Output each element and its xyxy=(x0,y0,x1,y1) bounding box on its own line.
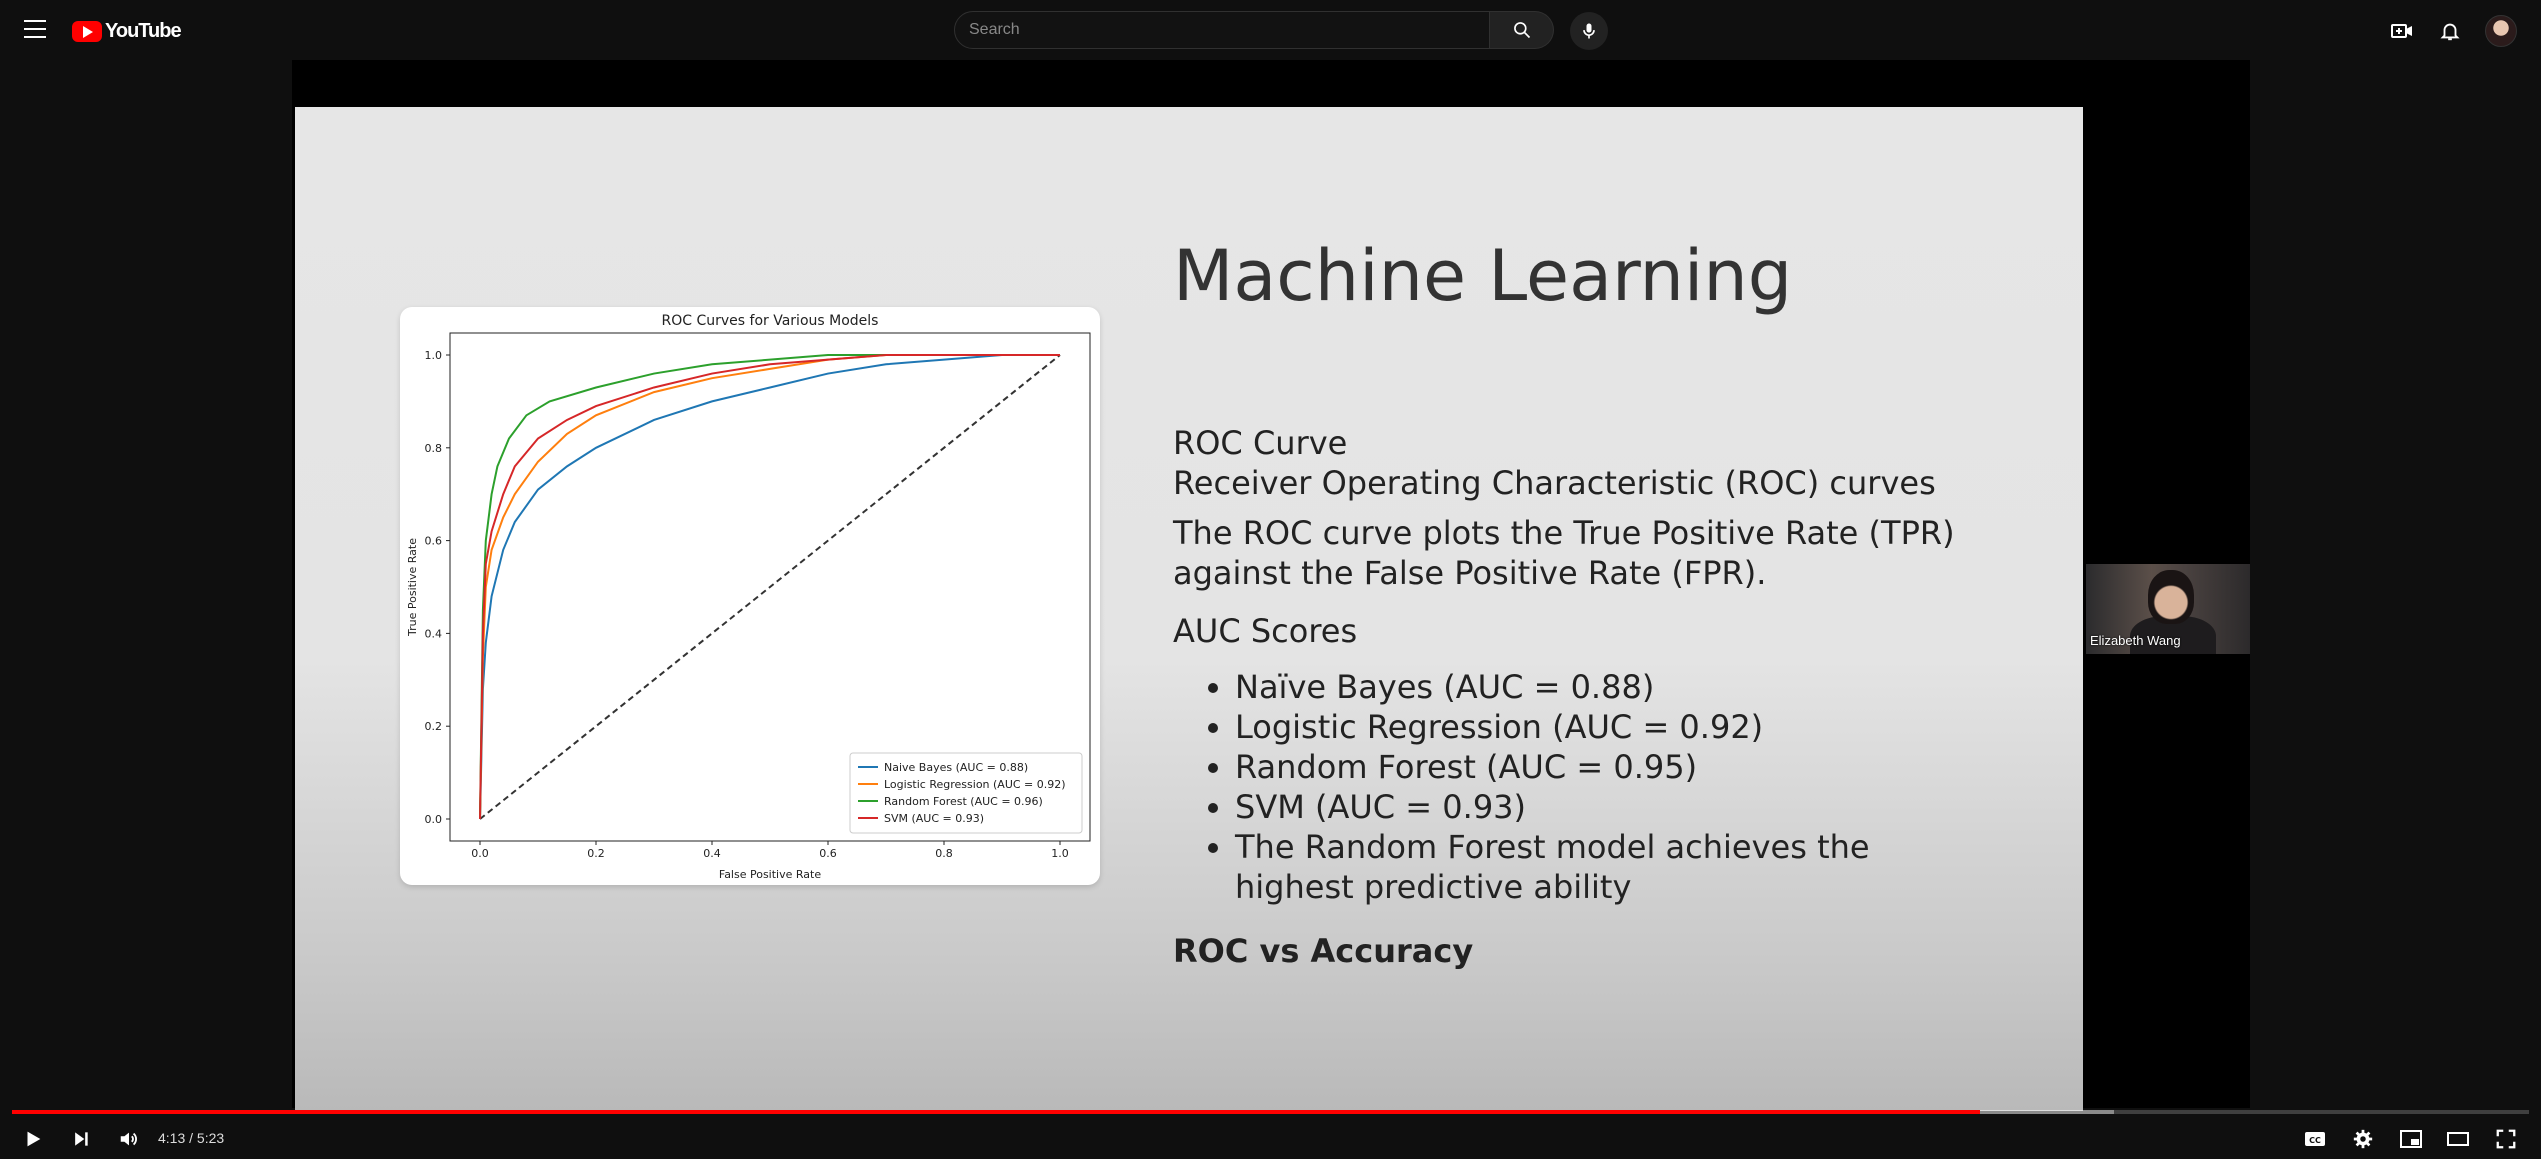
bullet-svm: SVM (AUC = 0.93) xyxy=(1235,787,1955,827)
reference-diagonal-line xyxy=(479,354,1061,820)
description-line-2: against the False Positive Rate (FPR). xyxy=(1173,554,1767,592)
voice-search-button[interactable] xyxy=(1570,12,1608,50)
auc-bullet-list: Naïve Bayes (AUC = 0.88) Logistic Regres… xyxy=(1195,667,1955,907)
presentation-slide: ROC Curves for Various Models 0.0 0.2 0.4 0… xyxy=(295,107,2083,1111)
create-button[interactable] xyxy=(2389,18,2415,44)
search-button[interactable] xyxy=(1490,11,1554,49)
description-line-1: The ROC curve plots the True Positive Ra… xyxy=(1173,514,1955,552)
x-tick-label: 1.0 xyxy=(1051,847,1069,860)
legend-label-3: SVM (AUC = 0.93) xyxy=(884,812,984,825)
x-tick-label: 0.8 xyxy=(935,847,953,860)
y-tick-label: 0.4 xyxy=(425,627,443,640)
auc-heading: AUC Scores xyxy=(1173,612,1358,650)
closed-captions-icon: CC xyxy=(2305,1132,2325,1146)
bell-icon xyxy=(2440,23,2460,41)
svg-text:CC: CC xyxy=(2309,1136,2321,1145)
x-tick-label: 0.0 xyxy=(471,847,489,860)
y-tick-label: 0.0 xyxy=(425,813,443,826)
progress-bar[interactable] xyxy=(12,1110,2529,1114)
top-bar: YouTube xyxy=(0,0,2541,60)
roc-chart: ROC Curves for Various Models 0.0 0.2 0.4 0… xyxy=(406,313,1091,881)
presenter-head xyxy=(2148,570,2194,624)
top-right-actions xyxy=(2389,15,2517,47)
presenter-name: Elizabeth Wang xyxy=(2090,633,2181,648)
create-video-icon xyxy=(2391,24,2412,38)
play-button[interactable] xyxy=(18,1124,48,1154)
slide-title: Machine Learning xyxy=(1173,235,1793,317)
theater-mode-button[interactable] xyxy=(2443,1124,2473,1154)
y-axis-label: True Positive Rate xyxy=(406,538,419,637)
x-tick-label: 0.4 xyxy=(703,847,721,860)
x-tick-label: 0.2 xyxy=(587,847,605,860)
search-box xyxy=(954,11,1490,49)
roc-series-line-3 xyxy=(479,354,1060,820)
legend-label-0: Naive Bayes (AUC = 0.88) xyxy=(884,761,1028,774)
x-axis-label: False Positive Rate xyxy=(719,868,821,881)
miniplayer-icon xyxy=(2400,1130,2422,1148)
volume-button[interactable] xyxy=(114,1124,144,1154)
y-tick-label: 1.0 xyxy=(425,349,443,362)
notifications-button[interactable] xyxy=(2437,18,2463,44)
closing-line: ROC vs Accuracy xyxy=(1173,932,1474,970)
bullet-naive-bayes: Naïve Bayes (AUC = 0.88) xyxy=(1235,667,1955,707)
bullet-random-forest: Random Forest (AUC = 0.95) xyxy=(1235,747,1955,787)
bullet-logistic-regression: Logistic Regression (AUC = 0.92) xyxy=(1235,707,1955,747)
play-icon xyxy=(27,1131,41,1147)
search-input[interactable] xyxy=(955,12,1483,48)
roc-subtitle: Receiver Operating Characteristic (ROC) … xyxy=(1173,464,1936,502)
legend-label-2: Random Forest (AUC = 0.96) xyxy=(884,795,1043,808)
played-bar xyxy=(12,1110,1981,1114)
theater-mode-icon xyxy=(2447,1132,2469,1146)
webcam-overlay: Elizabeth Wang xyxy=(2086,564,2250,654)
roc-series-line-0 xyxy=(479,354,1060,820)
youtube-play-icon xyxy=(72,21,102,42)
legend-label-1: Logistic Regression (AUC = 0.92) xyxy=(884,778,1066,791)
x-tick-label: 0.6 xyxy=(819,847,837,860)
legend-box xyxy=(849,752,1083,834)
fullscreen-icon xyxy=(2496,1129,2516,1149)
y-tick-label: 0.8 xyxy=(425,442,443,455)
microphone-icon xyxy=(1583,23,1595,39)
gear-icon xyxy=(2353,1129,2373,1149)
player-controls: 4:13 / 5:23 CC xyxy=(0,1118,2541,1159)
youtube-logo[interactable]: YouTube xyxy=(72,20,182,43)
roc-heading: ROC Curve xyxy=(1173,424,1348,462)
chart-marks: 0.0 0.2 0.4 0.6 0.8 1.0 0.0 0.2 0.4 0.6 0.8 1.0 Naiv… xyxy=(425,349,1083,860)
time-display: 4:13 / 5:23 xyxy=(158,1130,225,1146)
chart-title: ROC Curves for Various Models xyxy=(662,313,879,329)
settings-button[interactable] xyxy=(2348,1124,2378,1154)
y-tick-label: 0.2 xyxy=(425,720,443,733)
search-icon xyxy=(1513,22,1530,39)
fullscreen-button[interactable] xyxy=(2491,1124,2521,1154)
account-avatar[interactable] xyxy=(2485,15,2517,47)
roc-chart-card: ROC Curves for Various Models 0.0 0.2 0.4 0… xyxy=(400,307,1100,885)
miniplayer-button[interactable] xyxy=(2396,1124,2426,1154)
menu-icon[interactable] xyxy=(24,20,46,38)
bullet-conclusion: The Random Forest model achieves the hig… xyxy=(1235,827,1955,907)
next-button[interactable] xyxy=(66,1124,96,1154)
volume-icon xyxy=(120,1132,137,1146)
subtitles-button[interactable]: CC xyxy=(2300,1124,2330,1154)
y-tick-label: 0.6 xyxy=(425,535,443,548)
logo-text: YouTube xyxy=(105,20,182,42)
skip-next-icon xyxy=(75,1132,88,1146)
